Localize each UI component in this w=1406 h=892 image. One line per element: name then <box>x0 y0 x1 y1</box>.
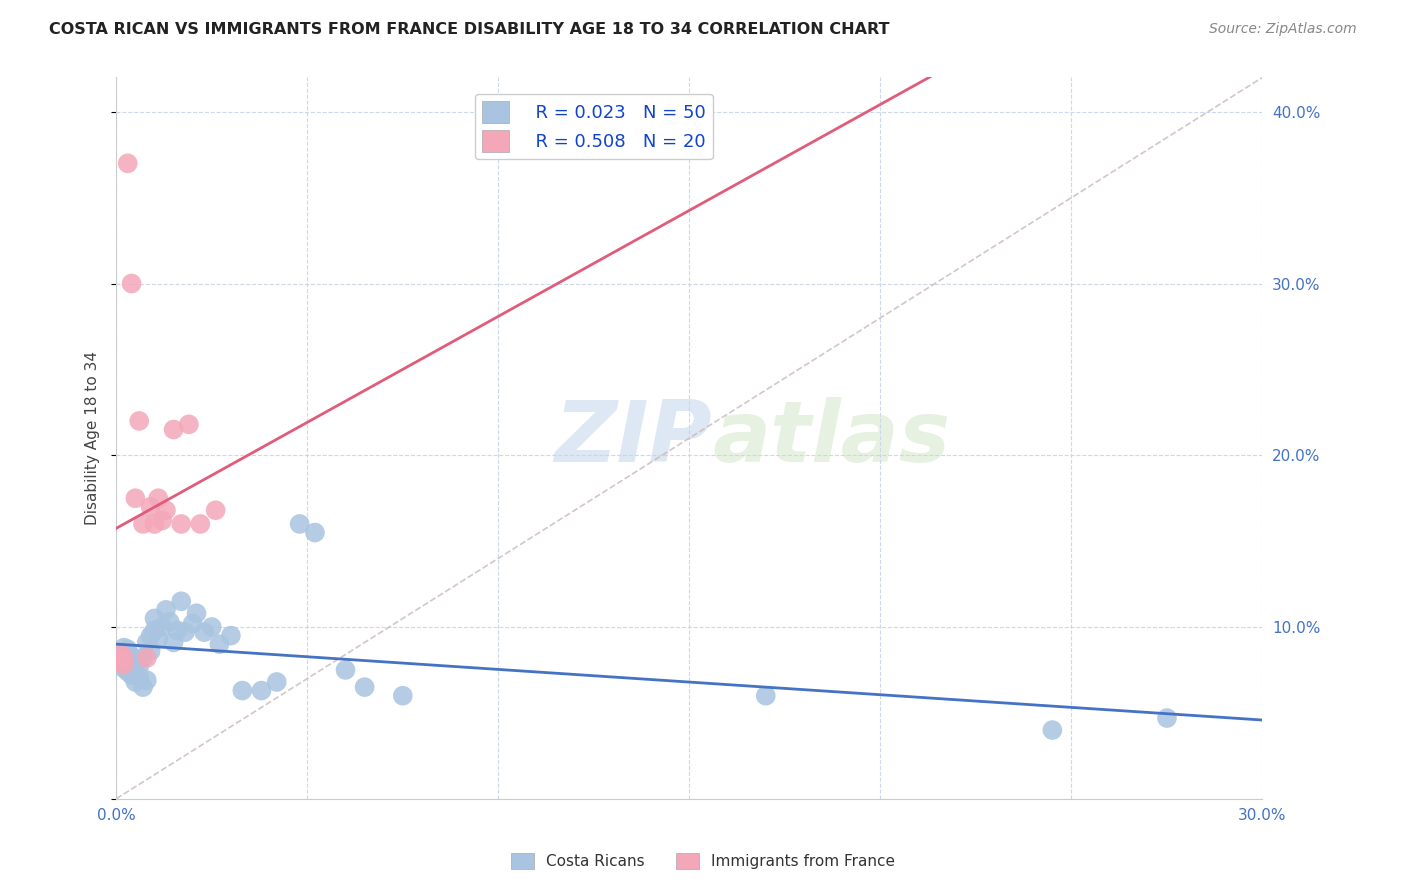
Point <box>124 656 146 670</box>
Point <box>174 625 197 640</box>
Point <box>204 503 226 517</box>
Point <box>170 516 193 531</box>
Point <box>139 500 162 514</box>
Point <box>150 620 173 634</box>
Point <box>117 642 139 657</box>
Point <box>121 649 143 664</box>
Point <box>117 657 139 672</box>
Text: Source: ZipAtlas.com: Source: ZipAtlas.com <box>1209 22 1357 37</box>
Point <box>231 683 253 698</box>
Point <box>150 514 173 528</box>
Point <box>143 516 166 531</box>
Point <box>162 635 184 649</box>
Point <box>162 423 184 437</box>
Point <box>155 603 177 617</box>
Point <box>186 607 208 621</box>
Point <box>193 625 215 640</box>
Text: ZIP: ZIP <box>555 397 713 480</box>
Point <box>143 624 166 638</box>
Point <box>755 689 778 703</box>
Point <box>139 629 162 643</box>
Point <box>128 414 150 428</box>
Point <box>121 277 143 291</box>
Point <box>335 663 357 677</box>
Point <box>128 670 150 684</box>
Point <box>117 651 139 665</box>
Point <box>288 516 311 531</box>
Text: COSTA RICAN VS IMMIGRANTS FROM FRANCE DISABILITY AGE 18 TO 34 CORRELATION CHART: COSTA RICAN VS IMMIGRANTS FROM FRANCE DI… <box>49 22 890 37</box>
Point <box>108 654 131 668</box>
Point <box>121 663 143 677</box>
Point <box>155 503 177 517</box>
Point <box>135 673 157 688</box>
Legend: Costa Ricans, Immigrants from France: Costa Ricans, Immigrants from France <box>505 847 901 875</box>
Point <box>250 683 273 698</box>
Point <box>112 651 135 665</box>
Point <box>135 635 157 649</box>
Point <box>166 624 188 638</box>
Point <box>132 516 155 531</box>
Text: atlas: atlas <box>713 397 950 480</box>
Point <box>1156 711 1178 725</box>
Point <box>117 156 139 170</box>
Point <box>148 491 170 506</box>
Point <box>112 654 135 668</box>
Point <box>201 620 224 634</box>
Y-axis label: Disability Age 18 to 34: Disability Age 18 to 34 <box>86 351 100 525</box>
Point <box>112 640 135 655</box>
Point <box>128 659 150 673</box>
Point <box>181 616 204 631</box>
Point <box>188 516 211 531</box>
Point <box>392 689 415 703</box>
Point <box>148 632 170 646</box>
Point <box>139 644 162 658</box>
Point <box>108 649 131 664</box>
Point <box>177 417 200 432</box>
Point <box>219 629 242 643</box>
Point <box>135 651 157 665</box>
Point <box>304 525 326 540</box>
Point <box>124 491 146 506</box>
Point <box>108 656 131 670</box>
Point <box>159 615 181 629</box>
Point <box>117 665 139 679</box>
Point <box>112 657 135 672</box>
Point <box>124 675 146 690</box>
Point <box>170 594 193 608</box>
Point <box>132 680 155 694</box>
Point <box>121 668 143 682</box>
Point <box>143 611 166 625</box>
Point <box>266 675 288 690</box>
Point <box>1040 723 1063 737</box>
Point <box>108 646 131 660</box>
Point <box>353 680 375 694</box>
Point <box>108 646 131 660</box>
Legend:   R = 0.023   N = 50,   R = 0.508   N = 20: R = 0.023 N = 50, R = 0.508 N = 20 <box>475 94 713 160</box>
Point <box>132 651 155 665</box>
Point <box>208 637 231 651</box>
Point <box>112 661 135 675</box>
